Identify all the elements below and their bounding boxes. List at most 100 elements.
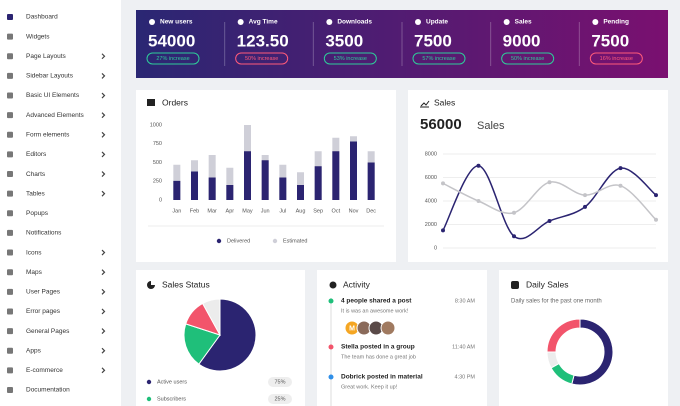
stat-icon [326, 19, 333, 25]
point [476, 163, 481, 168]
icon [511, 281, 519, 289]
badge [268, 377, 292, 387]
submenu-arrow [101, 308, 106, 315]
badge-text: 50% increase [245, 56, 278, 62]
stat-label: New users [160, 19, 193, 26]
menu-item[interactable]: Editors [26, 151, 47, 158]
bar [297, 185, 304, 200]
menu-item[interactable]: Widgets [26, 33, 50, 40]
y-tick-label: 250 [153, 179, 162, 185]
x-tick-label: Jan [172, 208, 181, 214]
x-tick-label: Jul [279, 208, 286, 214]
menu-item[interactable]: Documentation [26, 387, 70, 394]
menu-icon [7, 190, 13, 197]
stat-value: 7500 [414, 31, 452, 50]
badge-text: 53% increase [334, 56, 367, 62]
badge [589, 52, 643, 65]
menu-icon [7, 328, 13, 335]
menu-item[interactable]: E-commerce [26, 367, 63, 374]
menu-icon [7, 33, 13, 40]
stat-icon [415, 19, 421, 25]
menu-item[interactable]: Error pages [26, 308, 61, 315]
card-title: Daily Sales [526, 279, 569, 289]
menu-icon [7, 386, 13, 393]
point [547, 218, 552, 223]
sidebar [0, 0, 121, 406]
card-title: Orders [162, 97, 188, 107]
badge [501, 52, 555, 65]
point [654, 217, 658, 222]
menu-icon [7, 249, 13, 256]
point [583, 193, 587, 198]
menu-icon [7, 92, 13, 99]
legend-label: Subscribers [157, 396, 186, 402]
timeline-dot [328, 374, 334, 380]
x-tick-label: Sep [313, 208, 323, 214]
point [654, 193, 658, 198]
menu-item[interactable]: Apps [26, 347, 42, 354]
badge-text: 27% increase [156, 56, 189, 62]
legend-marker [146, 396, 152, 402]
bar [261, 160, 269, 200]
stat-label: Pending [603, 19, 629, 26]
badge-text: 57% increase [422, 56, 455, 62]
card-subtitle: Daily sales for the past one month [511, 299, 602, 305]
menu-item[interactable]: User Pages [26, 289, 61, 296]
menu-item[interactable]: Form elements [26, 131, 70, 138]
avatar [380, 320, 396, 336]
sales-total: 56000 [420, 116, 462, 133]
submenu-arrow [101, 190, 106, 197]
point [476, 199, 481, 203]
menu-icon [7, 151, 13, 158]
legend-label: Delivered [227, 238, 250, 244]
bar [332, 151, 340, 200]
menu-item[interactable]: Maps [26, 269, 43, 276]
x-tick-label: May [242, 208, 253, 214]
menu-item[interactable]: Tables [26, 190, 46, 197]
sales-total-label: Sales [477, 120, 505, 132]
bar [367, 162, 375, 200]
badge [235, 52, 289, 65]
icon [147, 99, 155, 106]
stat-value: 54000 [148, 31, 195, 50]
timeline-dot [328, 298, 334, 304]
legend-label: Active users [157, 379, 187, 385]
menu-item[interactable]: Notifications [26, 230, 62, 237]
bar [226, 185, 234, 200]
stat-value: 7500 [591, 31, 629, 50]
menu-item[interactable]: Popups [26, 210, 49, 217]
sales-card [408, 90, 668, 262]
stat-value: 9000 [503, 31, 541, 50]
card-title: Sales [434, 97, 455, 107]
x-tick-label: Dec [366, 208, 376, 214]
stats-banner [136, 10, 668, 78]
stat-label: Avg Time [249, 19, 278, 26]
badge [268, 394, 292, 404]
submenu-arrow [101, 269, 106, 276]
menu-item[interactable]: Page Layouts [26, 53, 67, 60]
menu-item[interactable]: Advanced Elements [26, 112, 85, 119]
y-tick-label: 2000 [425, 222, 437, 228]
badge-text: 75% [274, 379, 285, 385]
stat-value: 123.50 [237, 31, 289, 50]
bar [173, 180, 181, 200]
slice [183, 323, 221, 365]
activity-text: Great work. Keep it up! [341, 384, 398, 390]
x-tick-label: Aug [296, 208, 306, 214]
submenu-arrow [101, 288, 106, 295]
menu-item[interactable]: Dashboard [26, 14, 58, 21]
x-tick-label: Nov [349, 208, 359, 214]
submenu-arrow [101, 151, 106, 158]
menu-icon [7, 367, 13, 374]
menu-icon [7, 171, 13, 178]
submenu-arrow [101, 347, 106, 354]
y-tick-label: 6000 [425, 175, 437, 181]
point [583, 204, 587, 209]
legend-label: Estimated [283, 238, 307, 244]
menu-icon [7, 112, 13, 119]
menu-item[interactable]: Basic UI Elements [26, 92, 80, 99]
menu-item[interactable]: Charts [26, 171, 46, 178]
menu-item[interactable]: Sidebar Layouts [26, 73, 74, 80]
menu-item[interactable]: General Pages [26, 328, 70, 335]
menu-item[interactable]: Icons [26, 249, 42, 256]
